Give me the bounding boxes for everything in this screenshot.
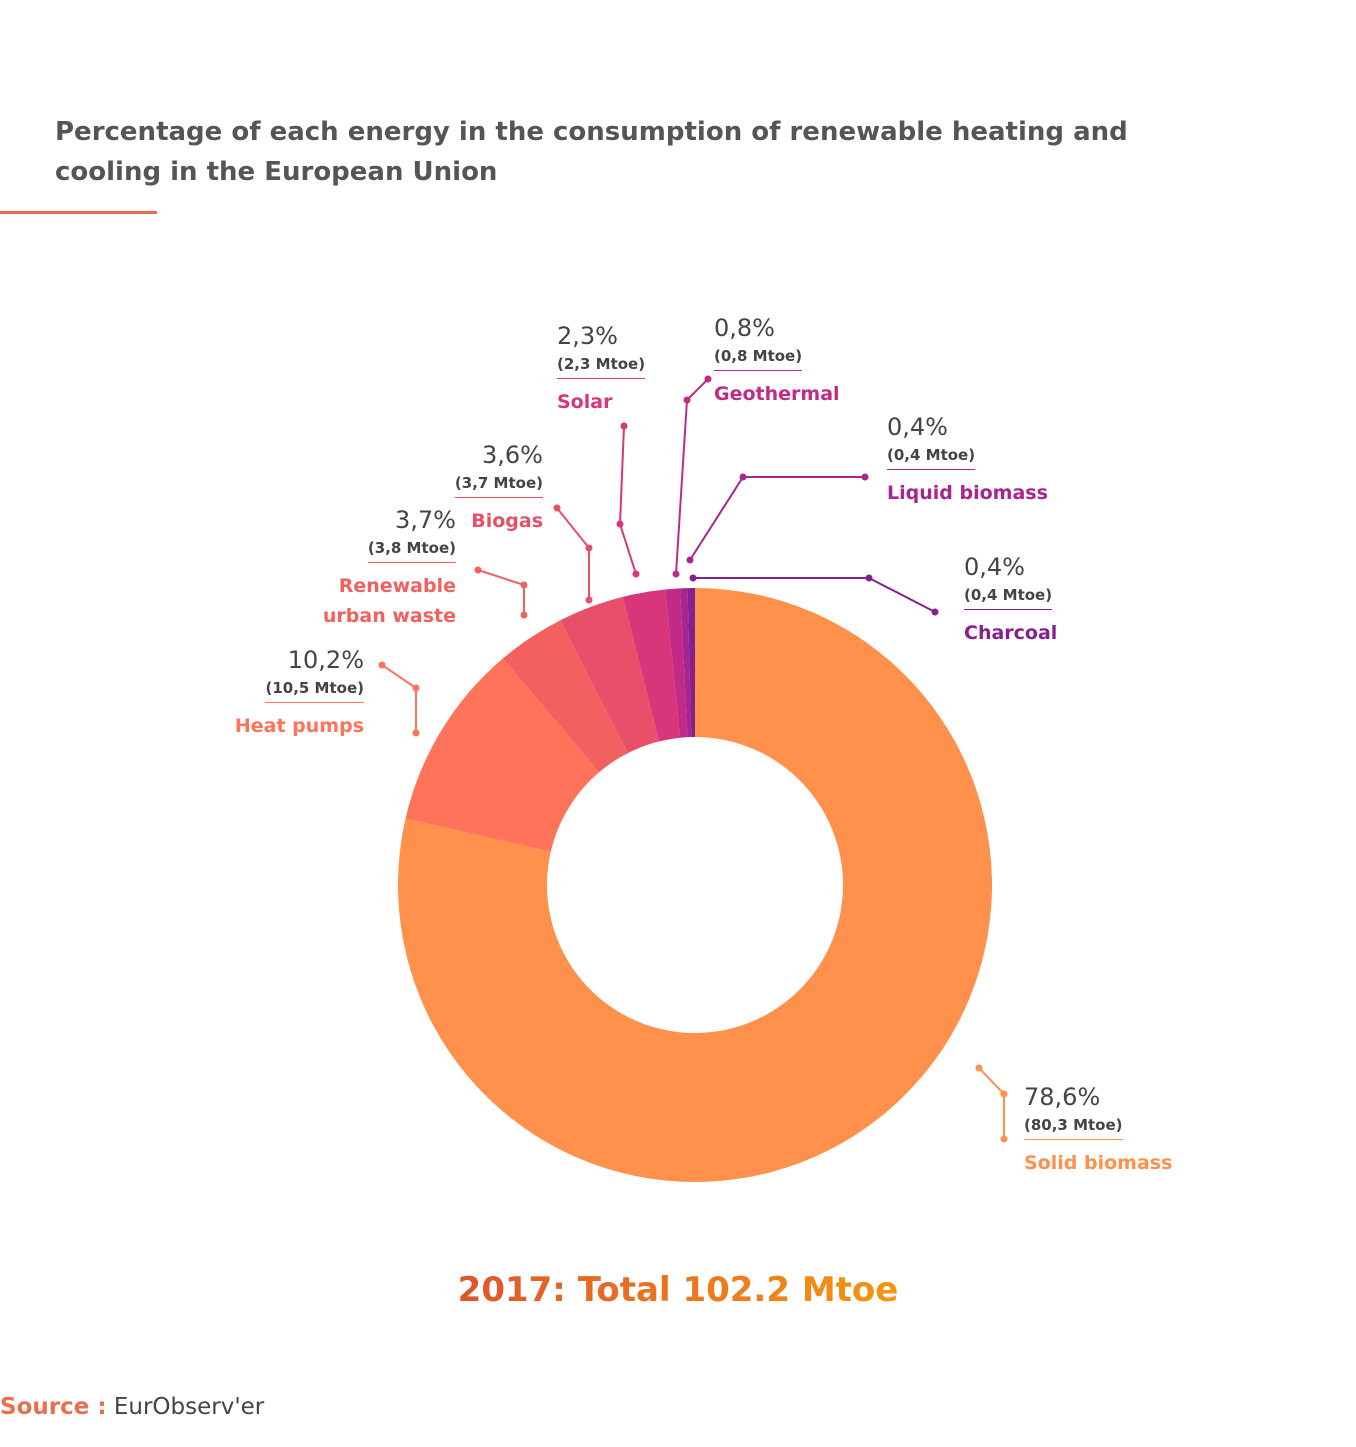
leader-line-solid-biomass — [978, 1067, 1005, 1139]
total-label: 2017: Total 102.2 Mtoe — [0, 1270, 1356, 1310]
leader-line-solar — [618, 425, 637, 575]
leader-dot — [616, 520, 624, 528]
series-name: Biogas — [471, 510, 543, 532]
leader-dot — [378, 661, 386, 669]
series-name: Solar — [557, 391, 613, 413]
leader-line-geothermal — [675, 378, 709, 575]
leader-dot — [739, 473, 747, 481]
percent-label: 3,6% — [482, 441, 543, 469]
mtoe-label: (0,4 Mtoe) — [964, 588, 1053, 610]
series-name: Solid biomass — [1024, 1152, 1173, 1174]
source-value: EurObserv'er — [113, 1394, 265, 1420]
slice-solar — [622, 589, 681, 742]
mtoe-label: (10,5 Mtoe) — [265, 681, 364, 703]
leader-line-liquid-biomass — [689, 476, 865, 561]
label-renewable-urban-waste: 3,7% (3,8 Mtoe) Renewable urban waste — [300, 508, 456, 631]
leader-dot — [1000, 1135, 1008, 1143]
leader-dot — [683, 396, 691, 404]
leader-dot — [585, 596, 593, 604]
series-name: Renewable urban waste — [322, 575, 456, 627]
series-name: Charcoal — [964, 622, 1058, 644]
percent-label: 0,8% — [714, 314, 775, 342]
leader-dot — [632, 570, 640, 578]
label-solar: 2,3% (2,3 Mtoe) Solar — [557, 322, 646, 417]
percent-label: 78,6% — [1024, 1083, 1101, 1111]
source-label: Source : — [0, 1394, 107, 1420]
percent-label: 0,4% — [964, 553, 1025, 581]
source: Source : EurObserv'er — [0, 1394, 264, 1420]
leader-dot — [520, 581, 528, 589]
leader-dot — [865, 574, 873, 582]
series-name: Geothermal — [714, 383, 840, 405]
leader-dot — [931, 608, 939, 616]
mtoe-label: (0,4 Mtoe) — [887, 448, 976, 470]
label-solid-biomass: 78,6% (80,3 Mtoe) Solid biomass — [1024, 1085, 1172, 1178]
leader-dot — [585, 544, 593, 552]
mtoe-label: (0,8 Mtoe) — [714, 349, 803, 371]
slice-charcoal — [687, 588, 695, 738]
slice-biogas — [560, 596, 660, 754]
leader-dot — [686, 556, 694, 564]
total-text: 2017: Total 102.2 Mtoe — [457, 1270, 899, 1310]
series-name: Liquid biomass — [887, 482, 1048, 504]
label-charcoal: 0,4% (0,4 Mtoe) Charcoal — [964, 555, 1057, 648]
leader-dot — [620, 422, 628, 430]
leader-dot — [412, 684, 420, 692]
leader-dot — [861, 473, 869, 481]
mtoe-label: (80,3 Mtoe) — [1024, 1118, 1123, 1140]
label-heat-pumps: 10,2% (10,5 Mtoe) Heat pumps — [232, 648, 364, 741]
leader-dot — [672, 570, 680, 578]
leader-dot — [553, 504, 561, 512]
label-liquid-biomass: 0,4% (0,4 Mtoe) Liquid biomass — [887, 415, 1048, 508]
leader-line-renewable-urban-waste — [477, 569, 525, 615]
label-geothermal: 0,8% (0,8 Mtoe) Geothermal — [714, 316, 840, 409]
chart-title: Percentage of each energy in the consump… — [55, 117, 1128, 187]
percent-label: 3,7% — [395, 506, 456, 534]
percent-label: 0,4% — [887, 413, 948, 441]
mtoe-label: (3,7 Mtoe) — [454, 476, 543, 498]
leader-dot — [520, 611, 528, 619]
leader-dot — [975, 1064, 983, 1072]
leader-line-biogas — [556, 507, 590, 600]
leader-line-heat-pumps — [381, 664, 417, 733]
slice-solid-biomass — [398, 588, 993, 1183]
slice-geothermal — [665, 588, 688, 738]
leader-dot — [412, 729, 420, 737]
slice-liquid-biomass — [680, 588, 692, 738]
label-biogas: 3,6% (3,7 Mtoe) Biogas — [400, 443, 543, 536]
slice-heat-pumps — [405, 658, 600, 852]
leader-dot — [1000, 1090, 1008, 1098]
leader-dot — [704, 375, 712, 383]
percent-label: 2,3% — [557, 322, 618, 350]
leader-dot — [689, 574, 697, 582]
leader-dot — [474, 566, 482, 574]
series-name: Heat pumps — [234, 715, 364, 737]
mtoe-label: (2,3 Mtoe) — [557, 357, 646, 379]
percent-label: 10,2% — [287, 646, 364, 674]
slice-renewable-urban-waste — [502, 620, 628, 773]
mtoe-label: (3,8 Mtoe) — [367, 541, 456, 563]
title-underline — [0, 211, 157, 214]
